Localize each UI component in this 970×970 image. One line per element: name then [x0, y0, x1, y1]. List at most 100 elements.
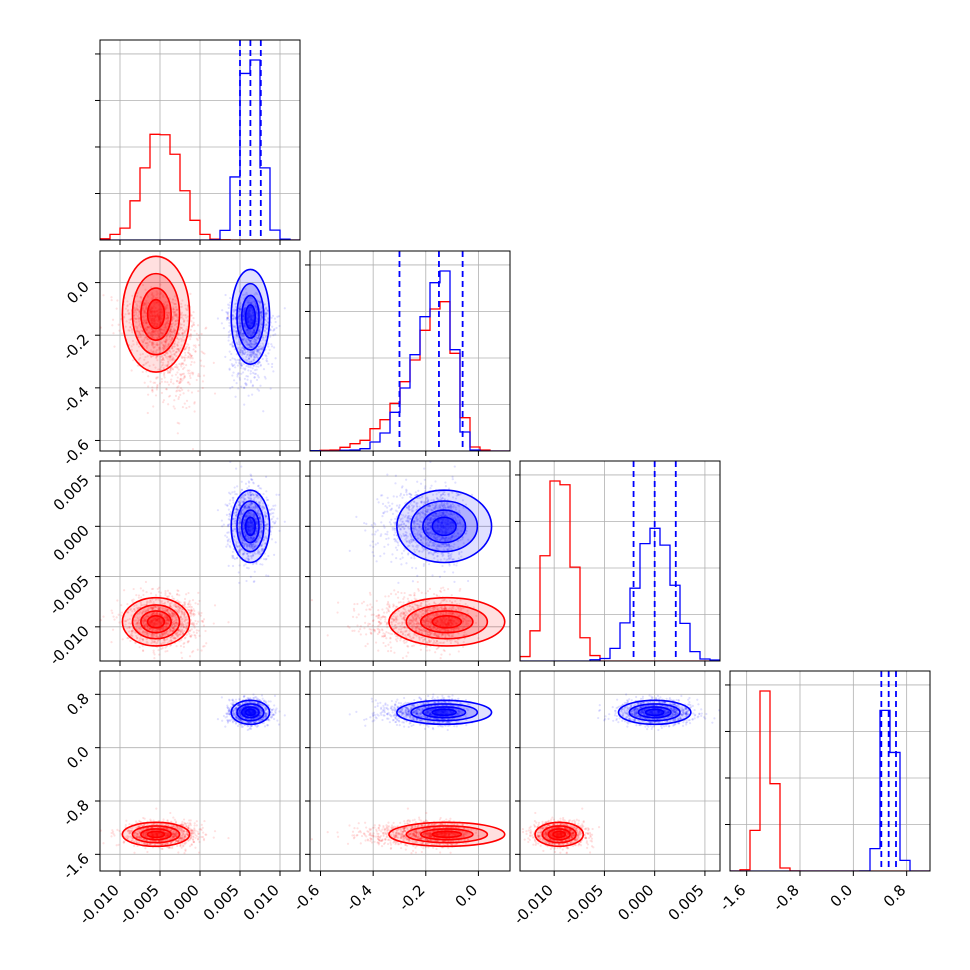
- sample-point: [180, 340, 183, 343]
- sample-point: [179, 389, 182, 393]
- sample-point: [255, 365, 258, 368]
- sample-point: [151, 334, 154, 337]
- sample-point: [164, 326, 168, 329]
- sample-point: [147, 375, 150, 378]
- sample-point: [161, 294, 165, 297]
- sample-point: [171, 325, 174, 328]
- sample-point: [254, 326, 258, 329]
- sample-point: [183, 374, 186, 378]
- sample-point: [226, 531, 229, 534]
- sample-point: [156, 376, 159, 379]
- sample-point: [265, 496, 268, 499]
- sample-point: [161, 315, 164, 318]
- sample-point: [152, 346, 155, 349]
- sample-point: [173, 329, 177, 332]
- sample-point: [156, 354, 159, 358]
- sample-point: [159, 292, 163, 295]
- sample-point: [111, 611, 114, 615]
- sample-point: [138, 330, 141, 333]
- sample-point: [155, 355, 159, 358]
- sample-point: [172, 334, 175, 337]
- sample-point: [267, 345, 270, 348]
- sample-point: [157, 334, 160, 337]
- sample-point: [231, 564, 235, 568]
- sample-point: [142, 316, 145, 319]
- sample-point: [257, 365, 260, 368]
- sample-point: [150, 319, 153, 322]
- sample-point: [135, 295, 139, 298]
- sample-point: [170, 334, 173, 337]
- sample-point: [154, 330, 157, 333]
- sample-point: [274, 333, 277, 336]
- sample-point: [250, 324, 253, 327]
- sample-point: [164, 339, 167, 342]
- sample-point: [137, 309, 140, 312]
- sample-point: [261, 563, 264, 566]
- sample-point: [169, 333, 172, 336]
- sample-point: [150, 297, 153, 300]
- sample-point: [172, 310, 175, 313]
- sample-point: [183, 348, 186, 351]
- sample-point: [164, 646, 167, 649]
- sample-point: [270, 526, 274, 529]
- sample-point: [152, 350, 155, 353]
- sample-point: [250, 478, 253, 481]
- sample-point: [144, 288, 147, 291]
- sample-point: [173, 342, 176, 345]
- sample-point: [195, 622, 198, 625]
- sample-point: [250, 318, 253, 321]
- sample-point: [172, 330, 175, 333]
- sample-point: [162, 348, 166, 351]
- sample-point: [157, 314, 160, 318]
- sample-point: [251, 384, 255, 387]
- sample-point: [238, 317, 241, 320]
- sample-point: [227, 564, 230, 567]
- sample-point: [164, 301, 167, 304]
- sample-point: [165, 316, 168, 320]
- sample-point: [239, 359, 242, 362]
- sample-point: [136, 364, 139, 367]
- sample-point: [144, 362, 147, 365]
- sample-point: [151, 309, 154, 313]
- sample-point: [161, 357, 165, 361]
- sample-point: [167, 333, 170, 336]
- sample-point: [252, 364, 255, 367]
- sample-point: [253, 376, 256, 379]
- sample-point: [226, 539, 229, 542]
- sample-point: [155, 324, 158, 328]
- sample-point: [263, 303, 267, 306]
- sample-point: [112, 332, 115, 335]
- sample-point: [241, 371, 245, 374]
- sample-point: [252, 320, 255, 323]
- sample-point: [163, 326, 166, 329]
- sample-point: [190, 356, 193, 359]
- sample-point: [129, 326, 132, 329]
- sample-point: [232, 315, 235, 318]
- sample-point: [162, 372, 166, 376]
- sample-point: [189, 354, 192, 357]
- sample-point: [182, 392, 185, 395]
- sample-point: [190, 391, 194, 394]
- sample-point: [156, 385, 159, 388]
- sample-point: [264, 311, 268, 314]
- sample-point: [154, 333, 157, 336]
- sample-point: [252, 481, 255, 484]
- sample-point: [199, 359, 202, 362]
- sample-point: [187, 372, 190, 375]
- sample-point: [158, 346, 161, 349]
- sample-point: [188, 374, 192, 378]
- sample-point: [178, 382, 181, 385]
- sample-point: [244, 382, 247, 385]
- sample-point: [213, 392, 217, 395]
- sample-point: [179, 377, 182, 381]
- sample-point: [136, 330, 139, 333]
- sample-point: [151, 315, 154, 318]
- sample-point: [159, 320, 162, 323]
- sample-point: [240, 329, 243, 332]
- sample-point: [153, 322, 156, 326]
- sample-point: [239, 362, 242, 365]
- sample-point: [159, 317, 162, 320]
- y-tick-label-1-0: -0.6: [59, 436, 92, 469]
- sample-point: [151, 330, 154, 333]
- sample-point: [269, 329, 272, 332]
